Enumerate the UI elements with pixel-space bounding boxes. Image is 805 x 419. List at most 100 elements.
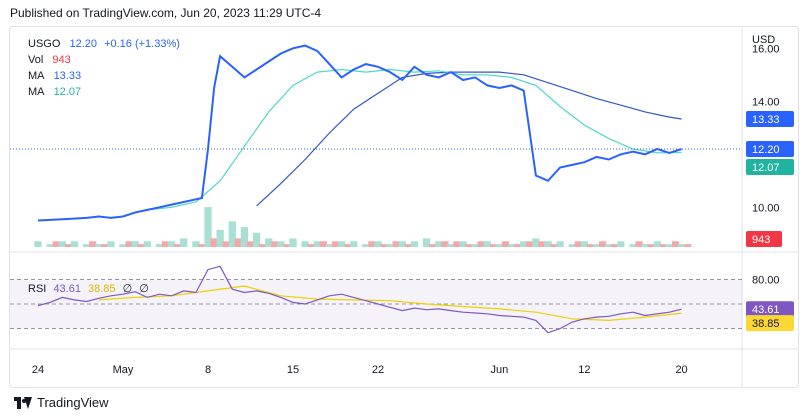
volume-bar-up: [568, 244, 576, 247]
ma-slow-line: [256, 71, 682, 207]
rsi-line: [37, 265, 682, 334]
volume-bar-up: [265, 238, 273, 247]
volume-bar-down: [52, 241, 60, 247]
ma-fast-badge-bg: [746, 158, 794, 175]
volume-bar-up: [131, 241, 139, 247]
ma-slow-value: 13.33: [53, 70, 82, 82]
volume-bar-down: [210, 238, 218, 247]
time-axis-tick: 24: [32, 364, 44, 376]
volume-bar-up: [192, 241, 200, 247]
volume-bar-up: [58, 241, 66, 247]
volume-bar-up: [350, 241, 358, 247]
volume-bar-down: [331, 241, 340, 247]
volume-badge: 943: [752, 234, 770, 246]
volume-bar-up: [495, 244, 504, 247]
volume-bar-up: [665, 244, 674, 247]
volume-bar-up: [677, 244, 686, 247]
volume-badge-bg: [746, 231, 782, 247]
volume-bar-up: [532, 238, 540, 247]
volume-bar-up: [155, 244, 164, 247]
volume-label[interactable]: Vol: [28, 54, 44, 66]
volume-bar-up: [629, 244, 637, 247]
price-axis-tick: 14.00: [752, 96, 780, 108]
price-legend: USGO 12.20 +0.16 (+1.33%): [28, 37, 184, 51]
ma-fast-label[interactable]: MA: [28, 86, 45, 98]
volume-bar-down: [198, 244, 206, 247]
volume-bar-down: [659, 244, 667, 247]
volume-bar-up: [277, 241, 285, 247]
price-value: 12.20: [69, 38, 97, 50]
volume-bar-up: [240, 227, 249, 247]
price-change: +0.16 (+1.33%): [104, 38, 180, 50]
chart-svg[interactable]: 80.00 USD 10.00 14.00 16.00 24 May 8 15 22 Jun 12 20…: [10, 27, 799, 388]
rsi-badge: 43.61: [752, 304, 780, 316]
volume-bar-down: [574, 241, 582, 247]
volume-bar-down: [514, 244, 522, 247]
volume-bar-down: [586, 244, 595, 247]
volume-bar-up: [580, 241, 589, 247]
ma-slow-label[interactable]: MA: [28, 70, 45, 82]
volume-bar-down: [647, 244, 655, 247]
price-axis-unit: USD: [752, 34, 775, 46]
volume-bar-down: [319, 241, 327, 247]
volume-bar-up: [34, 241, 42, 247]
volume-bar-up: [653, 241, 661, 247]
volume-bar-up: [143, 241, 151, 247]
volume-bar-down: [671, 241, 680, 247]
volume-bar-up: [447, 244, 455, 247]
ma-slow-legend: MA 13.33: [28, 69, 85, 83]
time-axis-tick: 22: [372, 364, 384, 376]
volume-bar-down: [489, 244, 497, 247]
volume-bar-down: [259, 244, 267, 247]
price-axis-tick: 16.00: [752, 43, 780, 55]
price-badge-bg: [746, 140, 794, 157]
price-line: [37, 44, 682, 222]
rsi-ma-value: 38.85: [88, 283, 116, 295]
volume-bar-up: [46, 244, 54, 247]
rsi-value: 43.61: [53, 283, 81, 295]
volume-bar-down: [246, 241, 255, 247]
time-axis-tick: 12: [578, 364, 590, 376]
volume-bar-down: [465, 244, 473, 247]
volume-bar-up: [301, 241, 309, 247]
volume-bar-up: [216, 229, 224, 247]
ma-slow-badge: 13.33: [752, 114, 780, 126]
rsi-hidden-icon-2[interactable]: ∅: [139, 283, 149, 295]
time-axis-tick: 15: [287, 364, 299, 376]
volume-bar-down: [477, 241, 485, 247]
time-axis-tick: 20: [675, 364, 687, 376]
volume-bar-down: [64, 244, 72, 247]
volume-bar-up: [641, 244, 649, 247]
volume-bar-up: [228, 221, 236, 247]
volume-bar-down: [635, 241, 643, 247]
volume-bar-up: [507, 244, 516, 247]
volume-bar-up: [107, 241, 115, 247]
volume-bar-down: [380, 244, 388, 247]
volume-bar-up: [119, 244, 127, 247]
rsi-label[interactable]: RSI: [28, 283, 47, 295]
chart-frame[interactable]: 80.00 USD 10.00 14.00 16.00 24 May 8 15 22 Jun 12 20…: [9, 26, 799, 388]
volume-bar-up: [325, 244, 334, 247]
ma-fast-line: [147, 68, 682, 211]
volume-bar-up: [204, 207, 212, 247]
tradingview-logo-icon: [14, 396, 32, 409]
volume-bar-down: [307, 244, 315, 247]
rsi-axis-label: 80.00: [752, 274, 780, 286]
rsi-ma-badge-bg: [746, 315, 794, 332]
footer-brand[interactable]: TradingView: [14, 395, 109, 410]
brand-name: TradingView: [37, 395, 109, 410]
volume-bar-down: [538, 241, 546, 247]
volume-bar-up: [180, 238, 188, 247]
volume-bar-up: [544, 241, 552, 247]
volume-bar-up: [520, 241, 528, 247]
volume-bar-down: [599, 241, 607, 247]
volume-bar-up: [398, 241, 406, 247]
rsi-hidden-icon-1[interactable]: ∅: [122, 283, 133, 295]
volume-bar-down: [429, 244, 437, 247]
volume-bar-up: [410, 241, 419, 247]
volume-bar-up: [313, 241, 321, 247]
volume-value: 943: [52, 54, 71, 66]
published-caption: Published on TradingView.com, Jun 20, 20…: [10, 6, 322, 20]
symbol-label[interactable]: USGO: [28, 38, 61, 50]
volume-bar-up: [592, 244, 601, 247]
